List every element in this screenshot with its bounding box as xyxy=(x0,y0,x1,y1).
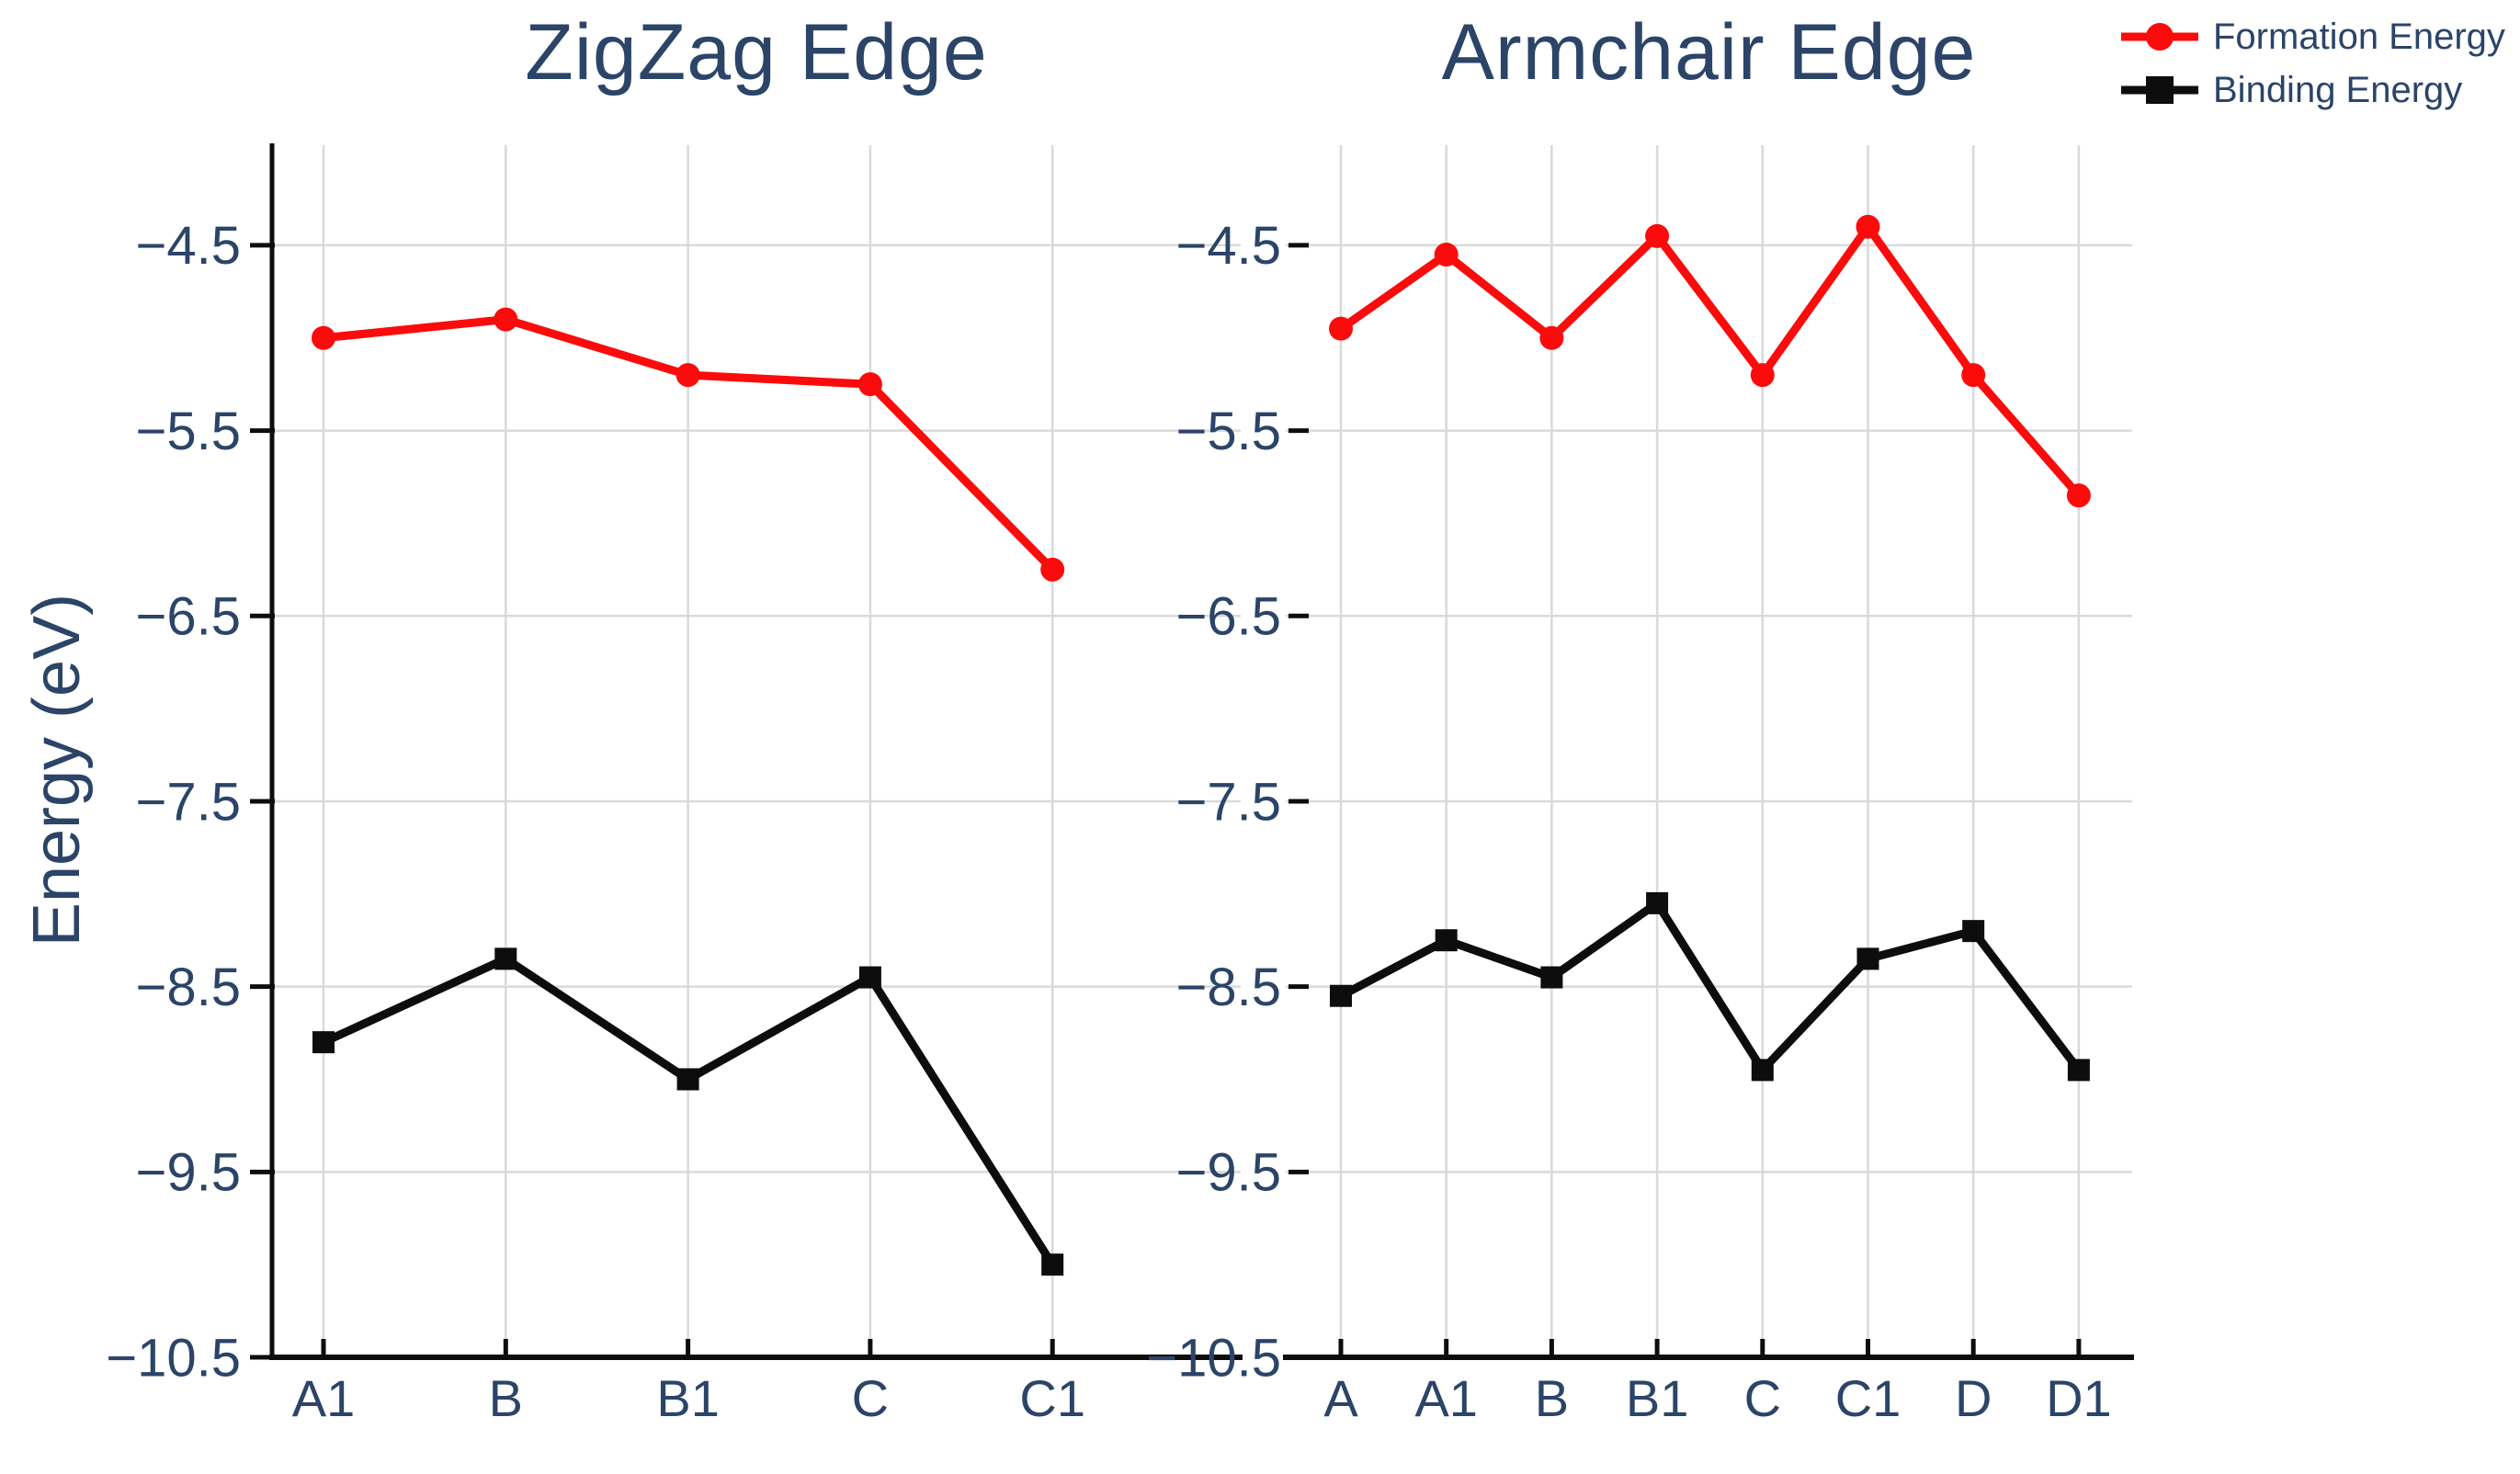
data-point xyxy=(494,307,518,332)
y-tick-label: −6.5 xyxy=(136,587,242,647)
data-point xyxy=(1040,557,1065,582)
x-tick-label: C1 xyxy=(1019,1369,1085,1427)
data-point xyxy=(1329,316,1353,341)
y-tick-label: −5.5 xyxy=(1176,402,1282,461)
legend-item: Formation Energy xyxy=(2119,15,2505,59)
y-tick-label: −7.5 xyxy=(1176,772,1282,832)
x-tick-label: A1 xyxy=(1414,1369,1478,1427)
y-tick-label: −7.5 xyxy=(136,772,242,832)
x-tick-label: B1 xyxy=(656,1369,720,1427)
x-tick-label: B xyxy=(489,1369,523,1427)
data-point xyxy=(857,372,882,397)
data-point xyxy=(2066,483,2091,508)
y-tick-label: −8.5 xyxy=(1176,958,1282,1017)
series-line-binding-energy xyxy=(1338,897,2083,1077)
y-tick-label: −9.5 xyxy=(1176,1143,1282,1203)
data-point xyxy=(1645,223,1670,248)
data-point xyxy=(1961,363,1986,388)
data-point xyxy=(1330,984,1352,1007)
data-point xyxy=(1539,325,1564,350)
y-tick-label: −4.5 xyxy=(1176,216,1282,276)
legend-circle-marker-icon xyxy=(2121,23,2198,51)
data-point xyxy=(858,966,881,989)
legend: Formation Energy Binding Energy xyxy=(2119,15,2505,112)
data-point xyxy=(2067,1059,2090,1082)
x-tick-label: B1 xyxy=(1626,1369,1689,1427)
x-tick-label: D xyxy=(1955,1369,1992,1427)
legend-label: Formation Energy xyxy=(2213,16,2505,57)
data-point xyxy=(312,325,335,350)
y-tick-label: −5.5 xyxy=(136,402,242,461)
panel-title-armchair: Armchair Edge xyxy=(1441,8,1977,96)
series-line-formation-energy xyxy=(1338,219,2083,499)
y-tick-label: −10.5 xyxy=(106,1328,241,1388)
data-point xyxy=(1540,966,1563,989)
legend-item: Binding Energy xyxy=(2119,68,2505,112)
panel-armchair: −4.5 −5.5 −6.5 −7.5 −8.5 −9.5 −10.5 A A1 B B1 C C1 D D… xyxy=(1146,145,2134,1427)
data-point xyxy=(676,1068,699,1091)
data-point xyxy=(1041,1253,1064,1276)
panel-zigzag: −4.5 −5.5 −6.5 −7.5 −8.5 −9.5 −10.5 A1 B B1 C C1 xyxy=(106,143,1243,1427)
x-tick-label: C xyxy=(852,1369,889,1427)
y-tick-label: −10.5 xyxy=(1146,1328,1281,1388)
y-axis-title: Energy (eV) xyxy=(20,593,94,947)
data-point xyxy=(1856,947,1879,970)
panel-title-zigzag: ZigZag Edge xyxy=(525,8,988,96)
legend-square-marker-icon xyxy=(2121,76,2198,104)
x-tick-label: C1 xyxy=(1835,1369,1901,1427)
x-tick-label: A xyxy=(1323,1369,1358,1427)
data-point xyxy=(1435,929,1458,952)
y-tick-label: −4.5 xyxy=(136,216,242,276)
data-point xyxy=(1751,1059,1774,1082)
y-tick-label: −9.5 xyxy=(136,1143,242,1203)
data-point xyxy=(675,363,700,388)
y-tick-label: −6.5 xyxy=(1176,587,1282,647)
x-tick-label: D1 xyxy=(2046,1369,2112,1427)
x-tick-label: B xyxy=(1535,1369,1569,1427)
data-point xyxy=(1856,214,1880,239)
data-point xyxy=(1962,920,1985,943)
y-tick-label: −8.5 xyxy=(136,958,242,1017)
data-point xyxy=(1434,242,1459,266)
x-tick-label: C xyxy=(1744,1369,1781,1427)
x-tick-label: A1 xyxy=(292,1369,356,1427)
data-point xyxy=(1646,891,1669,914)
legend-label: Binding Energy xyxy=(2213,69,2463,110)
data-point xyxy=(1750,363,1775,388)
data-point xyxy=(312,1031,335,1054)
data-point xyxy=(494,947,517,970)
